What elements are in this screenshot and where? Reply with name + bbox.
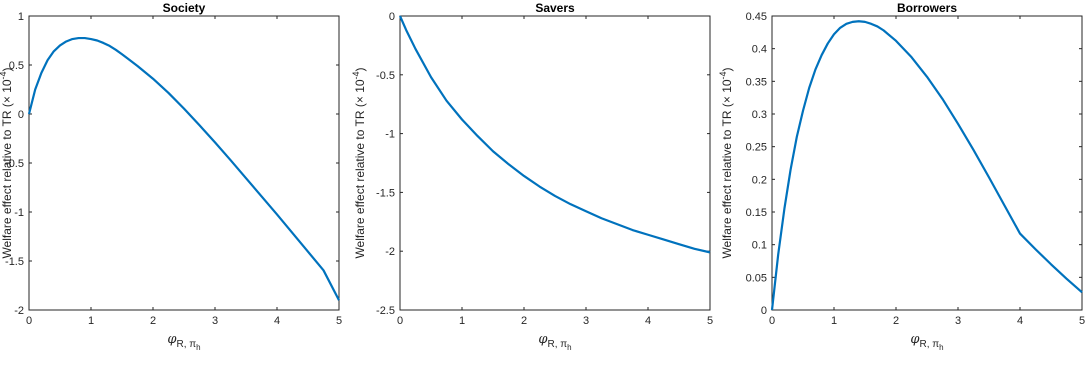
x-axis-label: φR, πh [167, 332, 200, 352]
x-axis-label: φR, πh [538, 332, 571, 352]
y-tick-label: -1.5 [5, 256, 24, 268]
series-line-1 [770, 20, 1083, 311]
axes-box [28, 15, 340, 311]
y-tick-label: -0.5 [376, 70, 395, 82]
y-tick-label: 0.3 [752, 109, 767, 121]
y-tick-label: 0.05 [746, 272, 767, 284]
chart-title: Society [163, 1, 206, 15]
x-tick-label: 2 [150, 315, 156, 327]
x-tick-label: 4 [1017, 315, 1023, 327]
y-tick-label: 0 [18, 109, 24, 121]
x-tick-label: 3 [583, 315, 589, 327]
x-tick-label: 1 [831, 315, 837, 327]
y-tick-label: -1 [14, 207, 24, 219]
chart-panel-1: 0 1 2 3 4 5 -2 -1.5 -1 -0.5 0 0.5 1 Society φR, πh Welf… [0, 1, 342, 352]
y-tick-label: -1.5 [376, 187, 395, 199]
y-tick-label: 0.25 [746, 142, 767, 154]
x-tick-label: 3 [212, 315, 218, 327]
x-tick-label: 0 [769, 315, 775, 327]
x-tick-label: 0 [397, 315, 403, 327]
y-tick-label: 0.15 [746, 207, 767, 219]
x-tick-label: 2 [893, 315, 899, 327]
x-tick-label: 5 [336, 315, 342, 327]
y-axis-label: Welfare effect relative to TR (× 10-4) [0, 67, 14, 258]
y-tick-label: 0.2 [752, 174, 767, 186]
x-tick-label: 3 [955, 315, 961, 327]
x-axis-label: φR, πh [910, 332, 943, 352]
y-tick-label: 0.35 [746, 76, 767, 88]
series-line-1 [27, 36, 340, 301]
y-tick-label: -2 [385, 246, 395, 258]
chart-title: Savers [535, 1, 575, 15]
x-tick-label: 4 [274, 315, 280, 327]
chart-panel-3: 0 1 2 3 4 5 0 0.05 0.1 0.15 0.2 0.25 0.3 0.35 0.4 0.45 B… [718, 1, 1085, 352]
x-tick-label: 2 [521, 315, 527, 327]
x-tick-label: 0 [26, 315, 32, 327]
y-tick-label: 1 [18, 11, 24, 23]
x-tick-label: 5 [1079, 315, 1085, 327]
y-tick-label: -0.5 [5, 158, 24, 170]
y-tick-label: 0.4 [752, 44, 767, 56]
chart-panel-2: 0 1 2 3 4 5 -2.5 -2 -1.5 -1 -0.5 0 Savers φR, πh Welfa… [351, 1, 713, 352]
y-axis-label: Welfare effect relative to TR (× 10-4) [718, 67, 734, 258]
x-tick-label: 1 [459, 315, 465, 327]
axes-box [771, 15, 1083, 311]
x-tick-label: 4 [645, 315, 651, 327]
series-line-1 [398, 15, 711, 254]
y-tick-label: 0.1 [752, 240, 767, 252]
chart-title: Borrowers [897, 1, 957, 15]
x-tick-label: 1 [88, 315, 94, 327]
y-tick-label: 0 [761, 305, 767, 317]
y-tick-label: -1 [385, 129, 395, 141]
y-tick-label: -2 [14, 305, 24, 317]
x-tick-label: 5 [707, 315, 713, 327]
y-tick-label: -2.5 [376, 305, 395, 317]
y-tick-label: 0 [389, 11, 395, 23]
y-tick-label: 0.45 [746, 11, 767, 23]
y-tick-label: 0.5 [9, 60, 24, 72]
y-axis-label: Welfare effect relative to TR (× 10-4) [351, 67, 367, 258]
axes-box [399, 15, 711, 311]
